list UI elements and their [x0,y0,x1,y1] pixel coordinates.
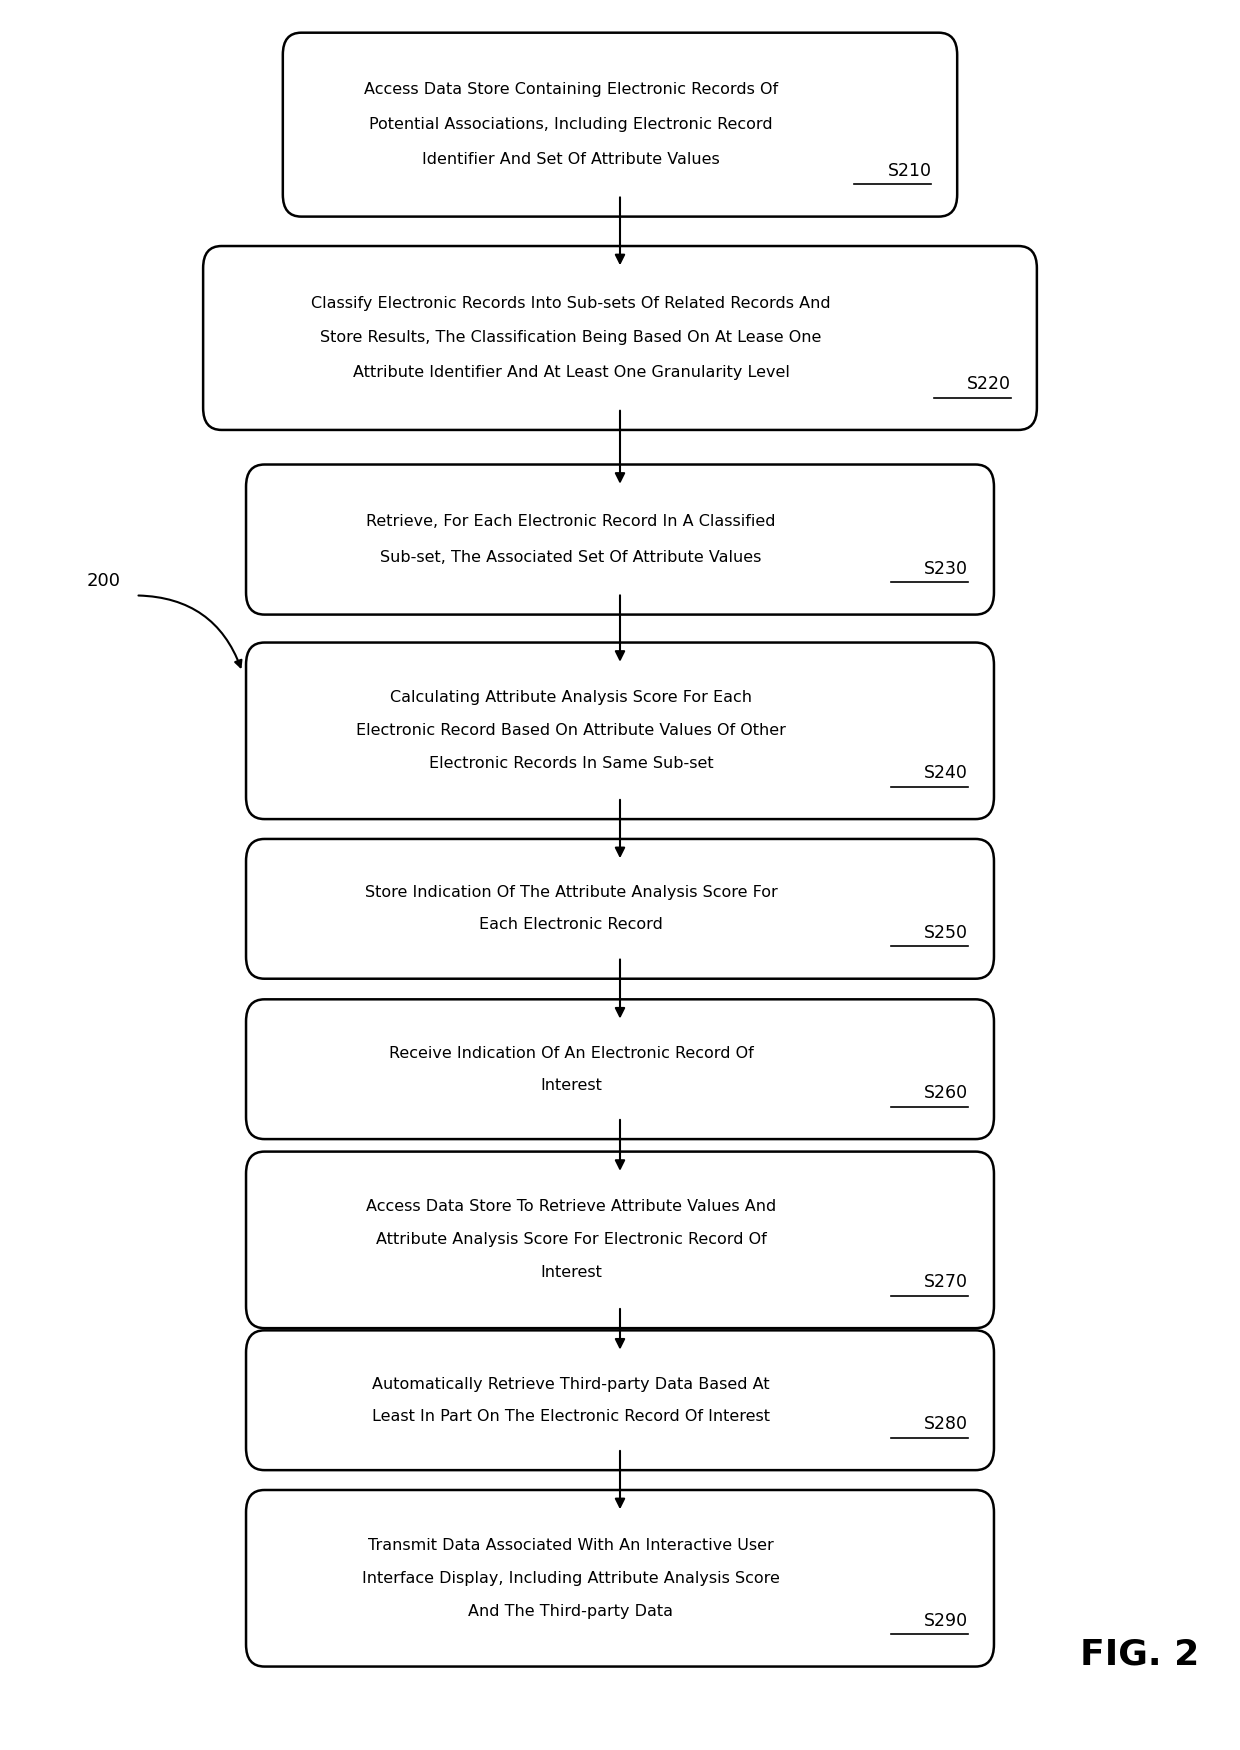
Text: Transmit Data Associated With An Interactive User: Transmit Data Associated With An Interac… [368,1538,774,1552]
Text: And The Third-party Data: And The Third-party Data [469,1605,673,1619]
Text: Store Results, The Classification Being Based On At Lease One: Store Results, The Classification Being … [320,331,822,345]
Text: S260: S260 [924,1085,968,1102]
Text: Interface Display, Including Attribute Analysis Score: Interface Display, Including Attribute A… [362,1572,780,1586]
FancyBboxPatch shape [246,1330,994,1470]
Text: S270: S270 [924,1274,968,1292]
Text: Receive Indication Of An Electronic Record Of: Receive Indication Of An Electronic Reco… [388,1046,754,1060]
FancyBboxPatch shape [246,642,994,819]
Text: Access Data Store To Retrieve Attribute Values And: Access Data Store To Retrieve Attribute … [366,1199,776,1214]
Text: S230: S230 [924,560,968,578]
FancyBboxPatch shape [203,247,1037,430]
Text: Classify Electronic Records Into Sub-sets Of Related Records And: Classify Electronic Records Into Sub-set… [311,296,831,310]
Text: Electronic Records In Same Sub-set: Electronic Records In Same Sub-set [429,756,713,772]
Text: Attribute Analysis Score For Electronic Record Of: Attribute Analysis Score For Electronic … [376,1232,766,1248]
Text: Each Electronic Record: Each Electronic Record [479,917,663,933]
Text: Access Data Store Containing Electronic Records Of: Access Data Store Containing Electronic … [363,82,777,98]
FancyArrowPatch shape [139,595,242,667]
Text: Interest: Interest [539,1078,601,1092]
Text: Retrieve, For Each Electronic Record In A Classified: Retrieve, For Each Electronic Record In … [366,514,776,530]
FancyBboxPatch shape [283,33,957,217]
Text: Sub-set, The Associated Set Of Attribute Values: Sub-set, The Associated Set Of Attribute… [381,550,761,565]
Text: 200: 200 [87,572,120,590]
Text: S250: S250 [924,924,968,942]
FancyBboxPatch shape [246,464,994,614]
Text: Store Indication Of The Attribute Analysis Score For: Store Indication Of The Attribute Analys… [365,886,777,901]
FancyBboxPatch shape [246,838,994,978]
Text: Automatically Retrieve Third-party Data Based At: Automatically Retrieve Third-party Data … [372,1377,770,1391]
Text: Calculating Attribute Analysis Score For Each: Calculating Attribute Analysis Score For… [389,690,751,705]
FancyBboxPatch shape [246,999,994,1139]
FancyBboxPatch shape [246,1152,994,1328]
Text: Identifier And Set Of Attribute Values: Identifier And Set Of Attribute Values [422,152,720,166]
Text: S240: S240 [924,765,968,782]
Text: Potential Associations, Including Electronic Record: Potential Associations, Including Electr… [370,117,773,133]
FancyBboxPatch shape [246,1489,994,1666]
Text: Interest: Interest [539,1265,601,1281]
Text: Least In Part On The Electronic Record Of Interest: Least In Part On The Electronic Record O… [372,1409,770,1424]
Text: S290: S290 [924,1612,968,1629]
Text: S220: S220 [967,374,1011,394]
Text: FIG. 2: FIG. 2 [1080,1638,1199,1671]
Text: S280: S280 [924,1416,968,1433]
Text: Attribute Identifier And At Least One Granularity Level: Attribute Identifier And At Least One Gr… [352,366,790,380]
Text: Electronic Record Based On Attribute Values Of Other: Electronic Record Based On Attribute Val… [356,723,786,738]
Text: S210: S210 [888,161,931,180]
